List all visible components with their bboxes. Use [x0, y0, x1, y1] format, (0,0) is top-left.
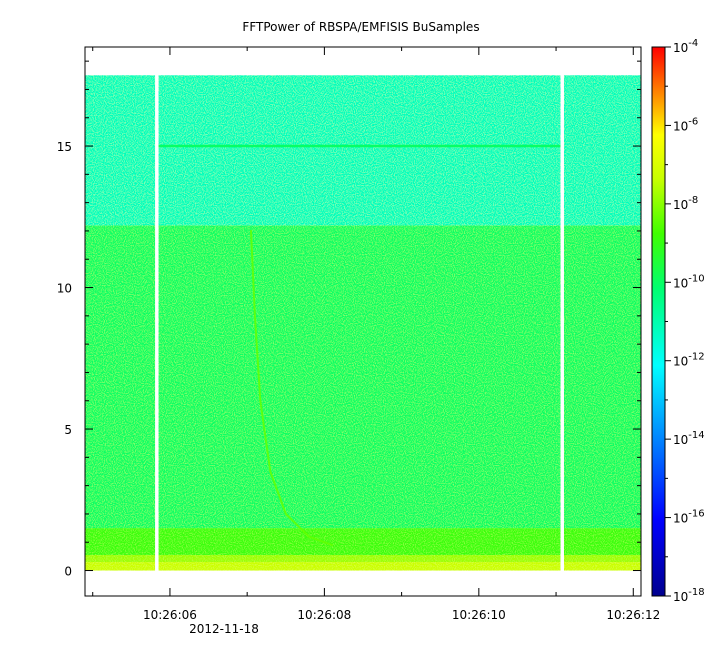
feature-whistler-1 — [250, 229, 334, 547]
colorbar-tick-label--12: 10-12 — [673, 352, 705, 369]
band-2-segment-0 — [85, 528, 156, 555]
colorbar-tick-label--16: 10-16 — [673, 509, 705, 526]
x-axis: 10:26:06 10:26:08 10:26:10 10:26:12 — [92, 47, 660, 622]
band-1-segment-1 — [158, 554, 561, 563]
band-0-segment-2 — [563, 562, 641, 571]
band-2-segment-1 — [158, 528, 561, 555]
band-2-segment-2 — [563, 528, 641, 555]
colorbar-tick-label--10: 10-10 — [673, 273, 705, 290]
x-tick-label-1: 10:26:08 — [297, 608, 351, 622]
colorbar-axis: 10-4 10-6 10-8 10-10 10-12 10-14 10-16 10-18 — [665, 38, 705, 604]
band-1-segment-2 — [563, 554, 641, 563]
colorbar-tick-label--6: 10-6 — [673, 116, 698, 133]
colorbar-tick-label--18: 10-18 — [673, 587, 705, 604]
band-3-segment-0 — [85, 225, 156, 529]
spectrogram-data — [85, 75, 641, 571]
band-1-segment-0 — [85, 554, 156, 563]
spectral-features — [158, 144, 561, 547]
band-0-segment-1 — [158, 562, 561, 571]
y-tick-label-5: 5 — [64, 423, 72, 437]
x-tick-label-3: 10:26:12 — [606, 608, 660, 622]
plot-frame — [84, 46, 642, 597]
x-tick-label-0: 10:26:06 — [143, 608, 197, 622]
band-4-segment-0 — [85, 75, 156, 226]
band-4-segment-2 — [563, 75, 641, 226]
band-3-segment-1 — [158, 225, 561, 529]
y-tick-label-10: 10 — [57, 282, 72, 296]
chart-title: FFTPower of RBSPA/EMFISIS BuSamples — [242, 20, 479, 34]
x-tick-label-2: 10:26:10 — [452, 608, 506, 622]
band-4-segment-1 — [158, 75, 561, 226]
band-0-segment-0 — [85, 562, 156, 571]
y-tick-label-15: 15 — [57, 140, 72, 154]
colorbar-tick-label--4: 10-4 — [673, 38, 698, 55]
band-3-segment-2 — [563, 225, 641, 529]
y-tick-label-0: 0 — [64, 565, 72, 579]
x-date-label: 2012-11-18 — [189, 622, 259, 636]
colorbar-tick-label--14: 10-14 — [673, 430, 705, 447]
colorbar-tick-label--8: 10-8 — [673, 195, 698, 212]
colorbar — [651, 46, 666, 597]
y-axis: 0 5 10 15 — [57, 60, 641, 579]
